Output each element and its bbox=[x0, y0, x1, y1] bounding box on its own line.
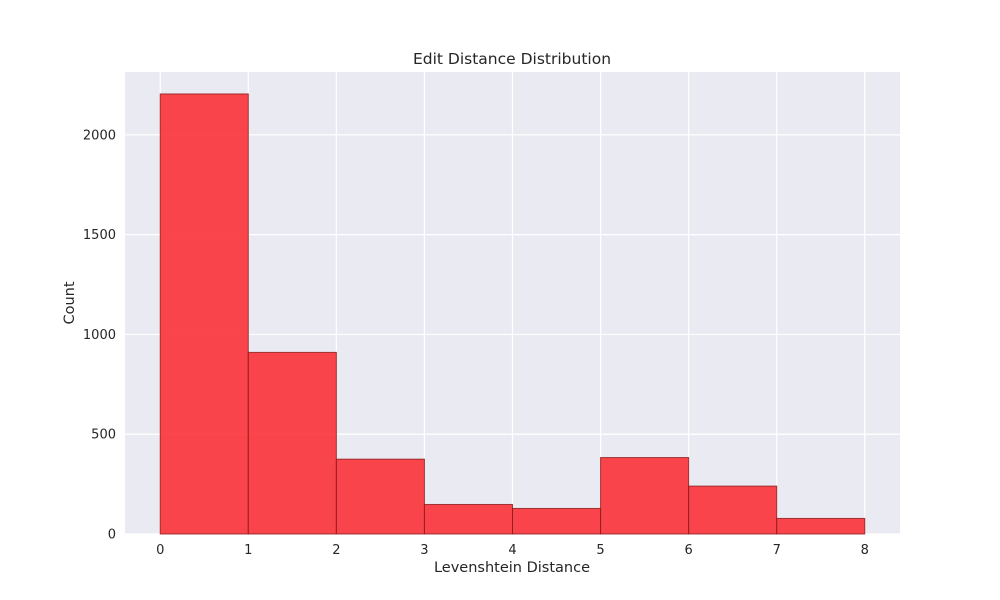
y-tick-label: 0 bbox=[108, 528, 116, 543]
x-tick-label: 6 bbox=[684, 543, 692, 558]
x-tick-label: 0 bbox=[156, 543, 164, 558]
x-axis-label: Levenshtein Distance bbox=[434, 560, 590, 576]
y-tick-labels: 0 500 1000 1500 2000 bbox=[83, 128, 116, 542]
y-tick-label: 1500 bbox=[83, 228, 116, 243]
histogram-bar bbox=[600, 457, 690, 535]
histogram-bar bbox=[335, 458, 425, 535]
x-tick-labels: 0 1 2 3 4 5 6 7 8 bbox=[156, 543, 869, 558]
y-tick-label: 1000 bbox=[83, 328, 116, 343]
y-tick-label: 2000 bbox=[83, 128, 116, 143]
chart-title: Edit Distance Distribution bbox=[413, 50, 611, 68]
x-tick-label: 1 bbox=[244, 543, 252, 558]
bars bbox=[159, 93, 866, 535]
x-tick-label: 7 bbox=[773, 543, 781, 558]
x-tick-label: 5 bbox=[596, 543, 604, 558]
histogram-bar bbox=[688, 485, 778, 535]
y-axis-label: Count bbox=[62, 281, 78, 324]
histogram-bar bbox=[776, 517, 866, 535]
histogram-bar bbox=[159, 93, 249, 535]
histogram-bar bbox=[512, 507, 602, 535]
histogram-bar bbox=[423, 503, 514, 535]
x-tick-label: 3 bbox=[420, 543, 428, 558]
x-tick-label: 8 bbox=[861, 543, 869, 558]
histogram-bar bbox=[247, 351, 337, 535]
x-tick-label: 2 bbox=[332, 543, 340, 558]
x-tick-label: 4 bbox=[508, 543, 516, 558]
y-tick-label: 500 bbox=[91, 428, 116, 443]
